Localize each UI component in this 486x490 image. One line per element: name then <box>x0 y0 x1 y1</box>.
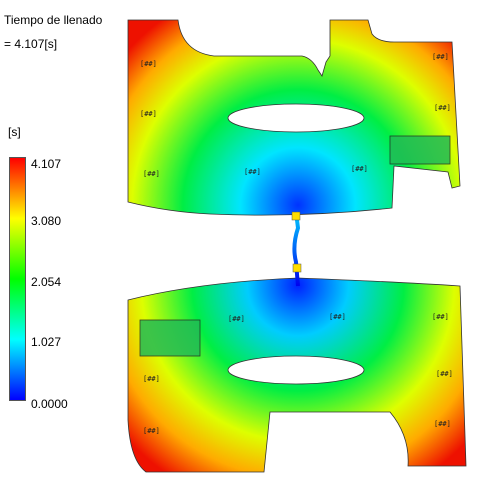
svg-text:[##]: [##] <box>143 427 160 435</box>
legend-tick-min: 0.0000 <box>31 397 68 411</box>
svg-text:[##]: [##] <box>351 165 368 173</box>
svg-text:[##]: [##] <box>432 53 449 61</box>
svg-text:[##]: [##] <box>329 313 346 321</box>
lower-part-insert <box>139 319 201 357</box>
svg-text:[##]: [##] <box>143 375 160 383</box>
svg-text:[##]: [##] <box>432 313 449 321</box>
legend-unit: [s] <box>8 125 21 139</box>
gate-marker-top <box>291 211 301 221</box>
svg-text:[##]: [##] <box>143 170 160 178</box>
svg-text:[##]: [##] <box>140 110 157 118</box>
gate-marker-bottom <box>292 263 302 273</box>
sensor-markers: [##] [##] [##] [##] [##] [##] [##] [##] [##] [… <box>140 53 453 435</box>
result-value: = 4.107[s] <box>4 37 58 51</box>
legend-tick: 3.080 <box>31 214 62 228</box>
runner <box>292 211 301 287</box>
legend-tick: 1.027 <box>31 335 62 349</box>
svg-text:[##]: [##] <box>228 315 245 323</box>
svg-text:[##]: [##] <box>434 420 451 428</box>
svg-text:[##]: [##] <box>244 168 261 176</box>
upper-part-hole <box>227 103 365 133</box>
svg-text:[##]: [##] <box>434 104 451 112</box>
lower-part-hole <box>227 355 365 385</box>
result-title: Tiempo de llenado <box>4 13 103 27</box>
svg-text:[##]: [##] <box>436 370 453 378</box>
svg-text:[##]: [##] <box>140 60 157 68</box>
legend-tick: 2.054 <box>31 275 62 289</box>
legend-tick-max: 4.107 <box>31 157 62 171</box>
color-scale-bar <box>9 157 26 401</box>
upper-part-insert <box>389 135 451 165</box>
